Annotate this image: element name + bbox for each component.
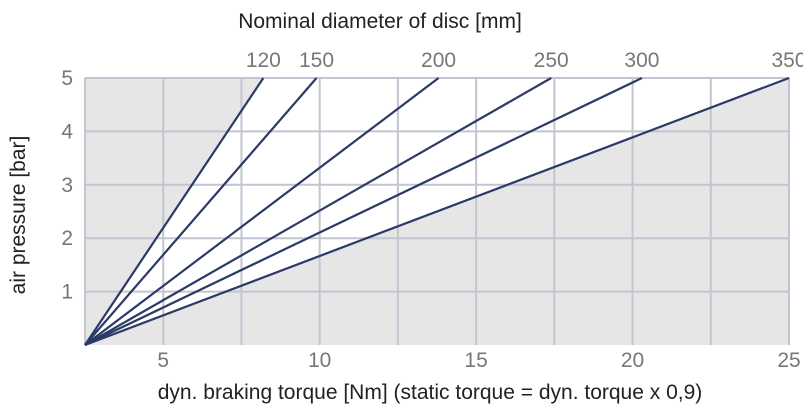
y-tick-label: 2 xyxy=(61,227,73,250)
series-label-150: 150 xyxy=(299,49,334,72)
series-label-250: 250 xyxy=(534,49,569,72)
series-line-120 xyxy=(84,77,265,346)
y-axis-title: air pressure [bar] xyxy=(7,136,30,295)
y-tick-label: 3 xyxy=(61,174,73,197)
y-tick-label: 4 xyxy=(61,120,73,143)
x-tick-label: 20 xyxy=(621,349,644,372)
series-line-350 xyxy=(84,76,790,347)
x-tick-label: 10 xyxy=(308,349,331,372)
x-tick-label: 5 xyxy=(157,349,169,372)
diameter-labels: 120 150 200 250 300 350 xyxy=(246,49,803,72)
series-label-350: 350 xyxy=(771,49,803,72)
y-tick-label: 5 xyxy=(61,67,73,90)
series-line-250 xyxy=(84,77,552,346)
grid xyxy=(84,77,790,345)
series-lines xyxy=(84,76,790,347)
series-label-200: 200 xyxy=(421,49,456,72)
top-axis-title: Nominal diameter of disc [mm] xyxy=(238,10,522,33)
y-tick-label: 1 xyxy=(61,281,73,304)
x-tick-label: 25 xyxy=(777,349,800,372)
series-label-120: 120 xyxy=(246,49,281,72)
x-tick-label: 15 xyxy=(464,349,487,372)
series-line-300 xyxy=(84,77,643,346)
x-axis-title: dyn. braking torque [Nm] (static torque … xyxy=(158,381,703,404)
tick-labels: 5 10 15 20 25 1 2 3 4 5 xyxy=(61,67,800,372)
series-line-150 xyxy=(84,77,318,346)
series-label-300: 300 xyxy=(624,49,659,72)
series-line-200 xyxy=(84,77,440,346)
